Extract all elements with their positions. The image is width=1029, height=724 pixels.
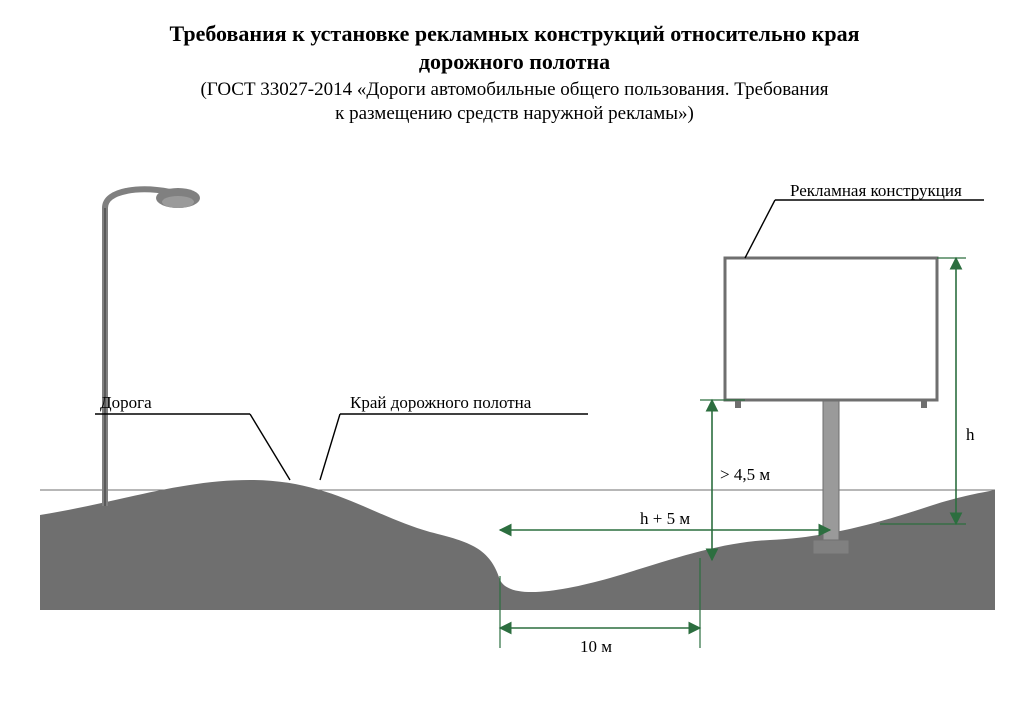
page-subtitle: (ГОСТ 33027-2014 «Дороги автомобильные о…	[0, 78, 1029, 126]
dim-4-5m: > 4,5 м	[700, 400, 770, 560]
title-line-2: дорожного полотна	[419, 49, 610, 74]
leader-road: Дорога	[95, 393, 290, 480]
subtitle-line-2: к размещению средств наружной рекламы»)	[335, 103, 694, 124]
label-billboard: Рекламная конструкция	[790, 181, 962, 200]
dim-4-5m-text: > 4,5 м	[720, 465, 770, 484]
label-road-edge: Край дорожного полотна	[350, 393, 532, 412]
title-line-1: Требования к установке рекламных констру…	[170, 21, 860, 46]
diagram-container: Рекламная конструкция Дорога Край дорожн…	[0, 180, 1029, 710]
subtitle-line-1: (ГОСТ 33027-2014 «Дороги автомобильные о…	[200, 79, 828, 100]
ground-shape	[40, 480, 995, 610]
diagram-svg: Рекламная конструкция Дорога Край дорожн…	[0, 180, 1029, 710]
label-road: Дорога	[100, 393, 152, 412]
billboard-icon	[725, 258, 937, 554]
leader-billboard: Рекламная конструкция	[745, 181, 984, 258]
page-title: Требования к установке рекламных констру…	[0, 20, 1029, 75]
street-lamp-icon	[96, 188, 200, 514]
dim-10m-text: 10 м	[580, 637, 612, 656]
dim-h-plus-5-text: h + 5 м	[640, 509, 690, 528]
dim-h-text: h	[966, 425, 975, 444]
leader-road-edge: Край дорожного полотна	[320, 393, 588, 480]
